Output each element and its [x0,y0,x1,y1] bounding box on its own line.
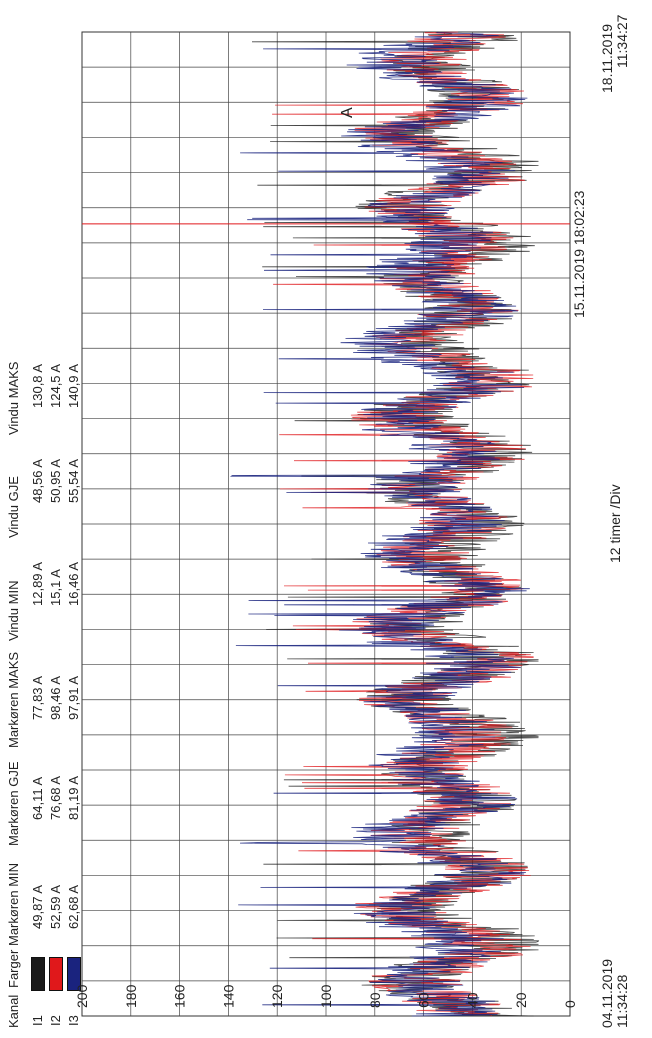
y-tick-label: 0 [562,1000,578,1008]
series-line-i3 [229,31,530,1017]
y-tick-label: 200 [74,984,90,1008]
y-tick-label: 100 [318,984,334,1008]
y-tick-label: 160 [172,984,188,1008]
x-axis-label: 12 timer /Div [607,484,623,563]
y-axis-label: A [339,107,356,118]
y-tick-label: 180 [123,984,139,1008]
y-tick-label: 40 [464,992,480,1008]
series-group [229,31,540,1017]
y-tick-labels: 0 20 40 60 80 100 120 140 160 180 200 [74,984,578,1008]
x-start-time: 11:34:28 [614,974,630,1028]
cursor-timestamp: 15.11.2019 18:02:23 [571,190,587,318]
y-tick-label: 140 [220,984,236,1008]
y-tick-label: 60 [416,992,432,1008]
y-tick-label: 120 [269,984,285,1008]
x-end-time: 11:34:27 [614,14,630,68]
x-start-date: 04.11.2019 [599,958,615,1028]
y-tick-label: 80 [367,992,383,1008]
y-tick-label: 20 [513,992,529,1008]
x-end-date: 18.11.2019 [599,23,615,93]
